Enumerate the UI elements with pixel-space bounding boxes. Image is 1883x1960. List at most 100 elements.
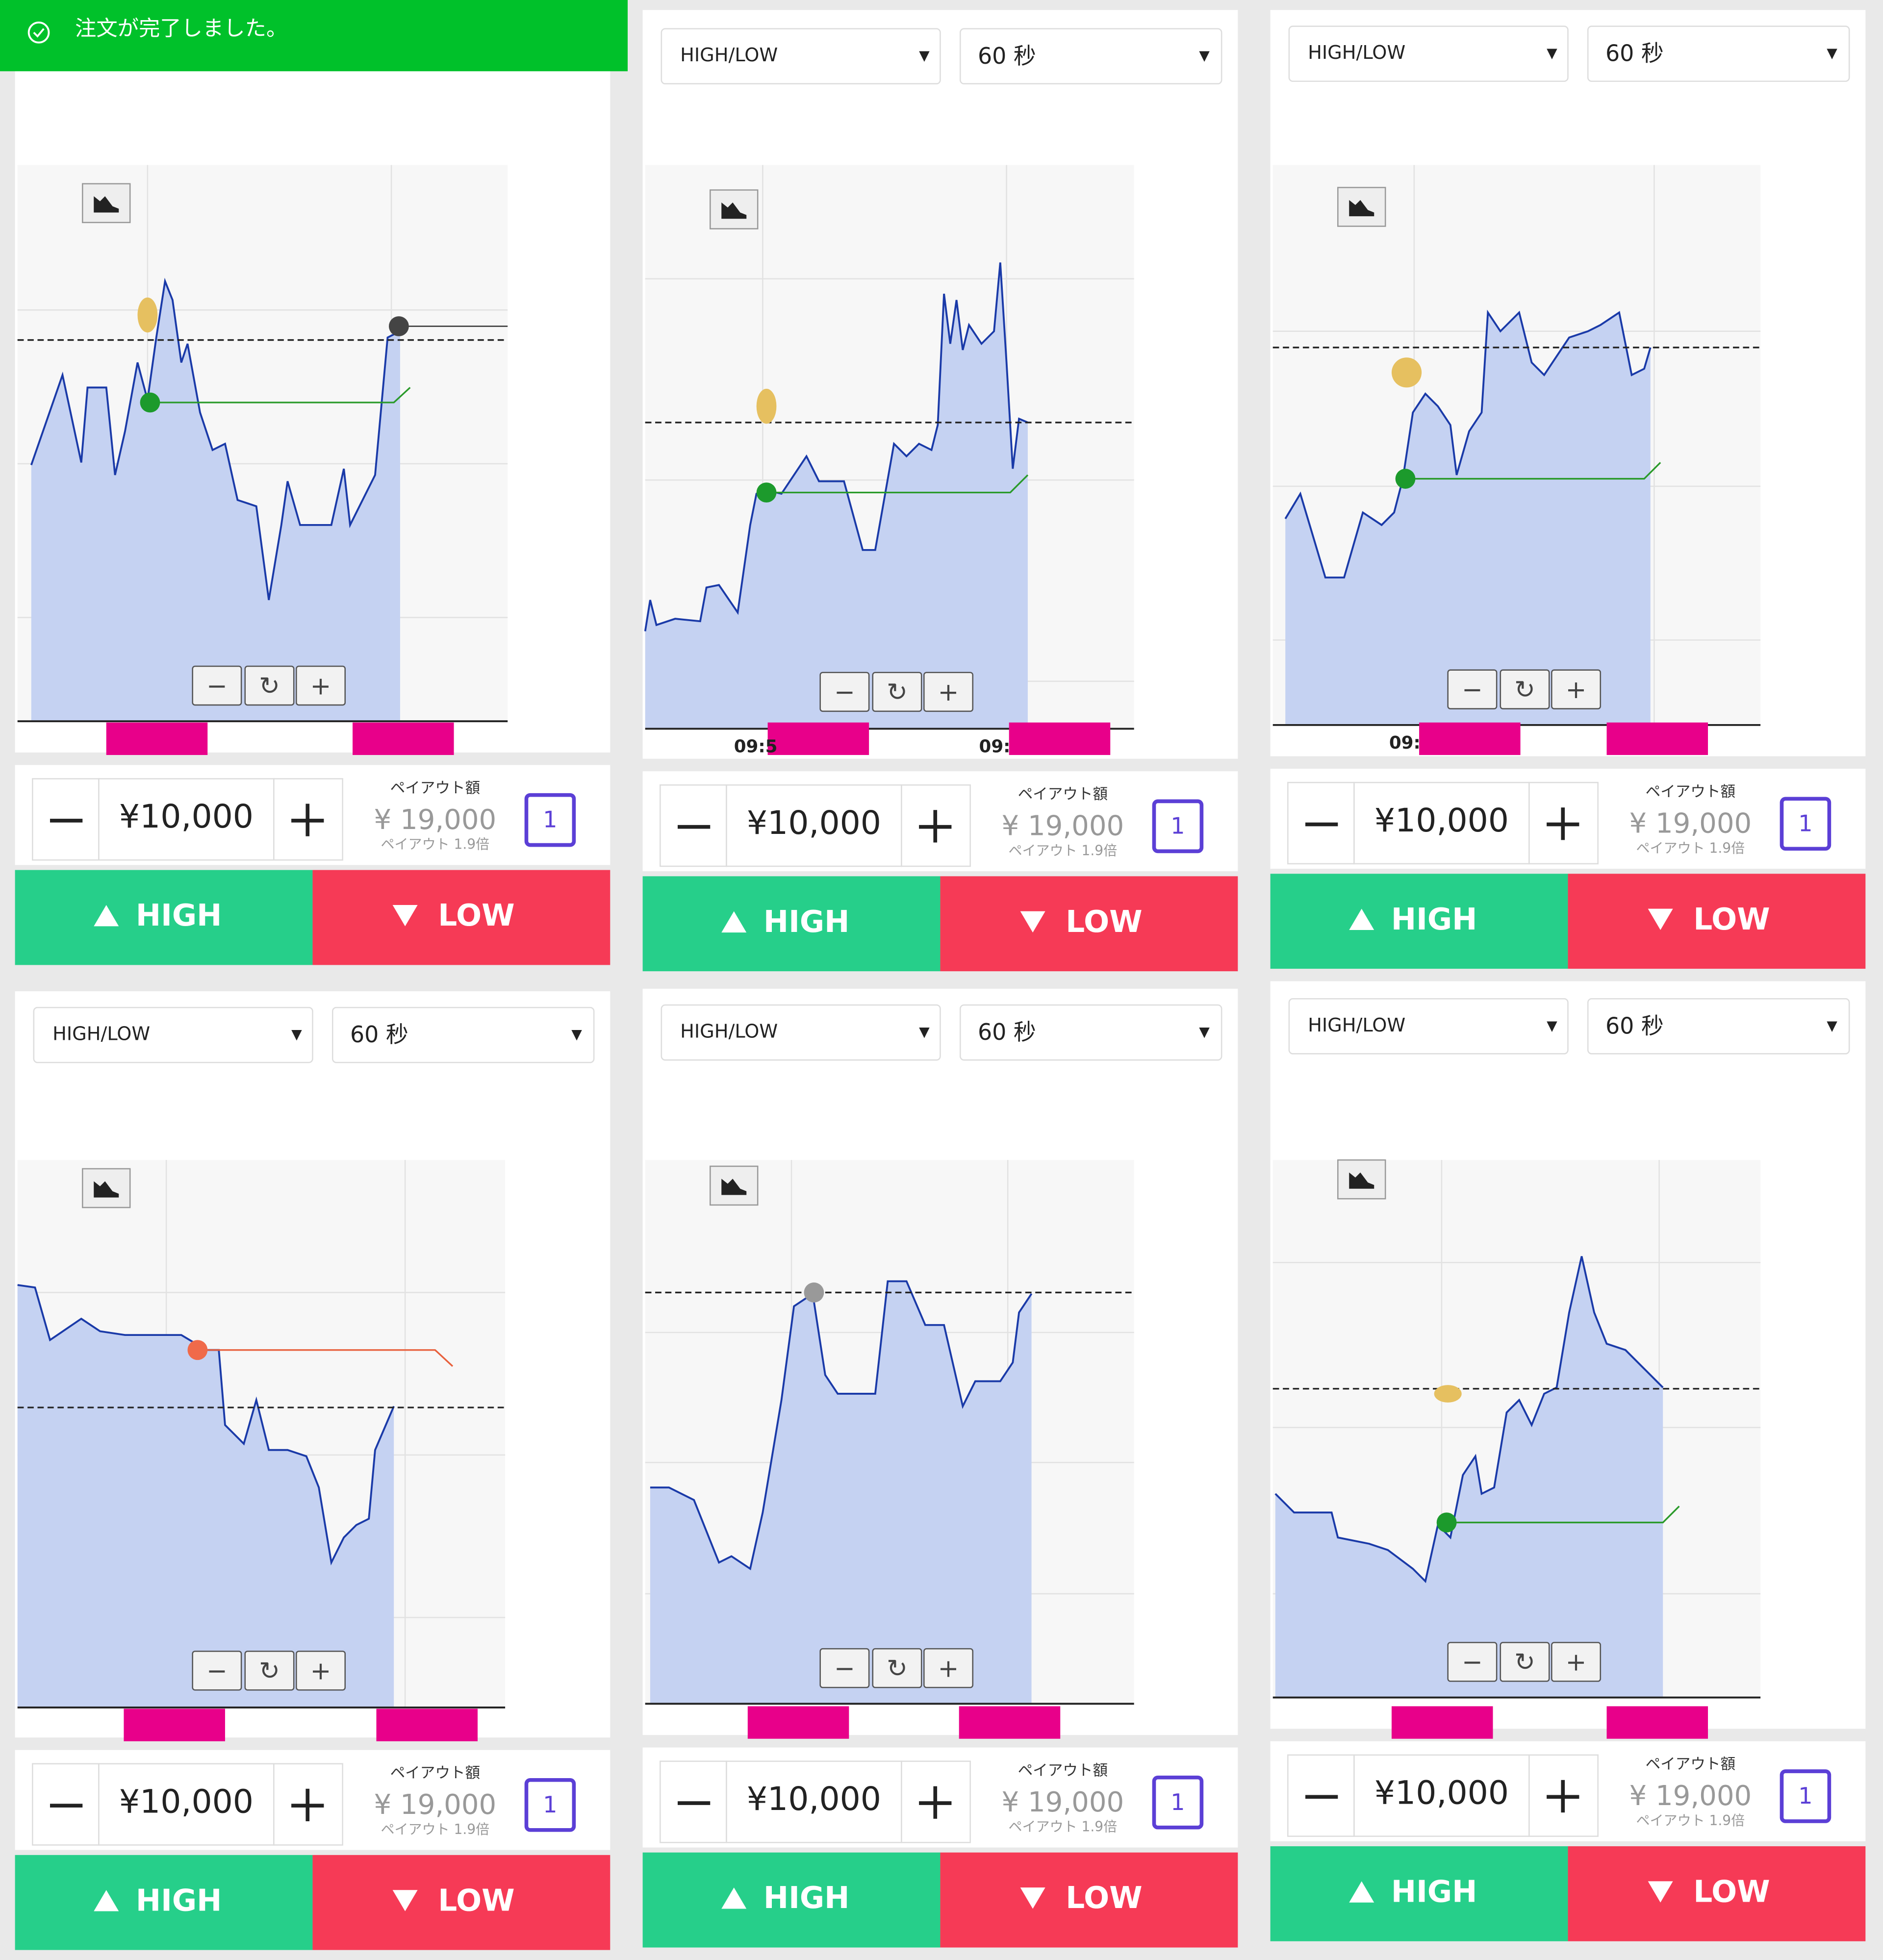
payout-label: ペイアウト額 (1018, 1762, 1108, 1779)
type-select[interactable] (33, 1006, 313, 1063)
duration-select[interactable] (1587, 998, 1850, 1055)
zoom-button[interactable] (244, 665, 295, 706)
entry-marker (1436, 1512, 1457, 1533)
zoom-button[interactable] (872, 1648, 922, 1688)
zoom-button[interactable] (1551, 1642, 1602, 1682)
coin (137, 297, 158, 333)
low-button[interactable] (312, 870, 611, 965)
duration-select[interactable] (1587, 25, 1850, 82)
dropdown-arrow: ▼ (1827, 45, 1837, 61)
payout-label: ペイアウト額 (1646, 783, 1735, 801)
zoom-button[interactable] (296, 1650, 346, 1691)
zoom-button[interactable] (296, 665, 346, 706)
zoom-button[interactable] (192, 1650, 242, 1691)
entry-line (1405, 462, 1661, 480)
amount-field[interactable] (726, 784, 902, 867)
payout-multiplier: ペイアウト 1.9倍 (381, 836, 489, 853)
one-click-badge[interactable] (1152, 799, 1204, 854)
zoom-button[interactable] (923, 672, 974, 712)
amount-field[interactable] (98, 778, 275, 861)
zoom-icon: + (938, 1654, 959, 1683)
zoom-button[interactable] (1500, 1642, 1550, 1682)
amount-value: ¥10,000 (1374, 801, 1509, 839)
type-select[interactable] (1288, 25, 1569, 82)
payout-label: ペイアウト額 (1018, 786, 1108, 803)
entry-marker (187, 1340, 208, 1360)
low-label: LOW (1066, 1881, 1142, 1915)
payout-multiplier: ペイアウト 1.9倍 (1636, 840, 1745, 856)
zoom-button[interactable] (923, 1648, 974, 1688)
dropdown-arrow: ▼ (1199, 1024, 1210, 1040)
high-button[interactable] (15, 1855, 313, 1950)
high-label: HIGH (136, 898, 222, 933)
high-button[interactable] (1270, 874, 1568, 969)
zoom-button[interactable] (872, 672, 922, 712)
amount-field[interactable] (726, 1760, 902, 1843)
high-button[interactable] (642, 876, 941, 972)
payout-value: ¥ 19,000 (374, 1789, 496, 1821)
amount-field[interactable] (98, 1763, 275, 1846)
entry-marker (804, 1282, 824, 1303)
zoom-icon: ↻ (259, 1657, 280, 1686)
type-select[interactable] (661, 28, 941, 85)
high-icon (721, 911, 747, 933)
payout-label: ペイアウト額 (390, 779, 480, 797)
zoom-button[interactable] (819, 672, 870, 712)
low-icon (392, 905, 418, 927)
one-click-badge[interactable] (1780, 797, 1832, 851)
low-button[interactable] (312, 1855, 611, 1950)
plus-icon (933, 810, 938, 843)
coin (1391, 357, 1422, 388)
zoom-button[interactable] (1500, 669, 1550, 709)
payout-label: ペイアウト額 (1646, 1756, 1735, 1773)
zoom-button[interactable] (1447, 1642, 1498, 1682)
one-click-badge[interactable] (1780, 1769, 1832, 1823)
zoom-icon: + (310, 1657, 331, 1686)
plus-icon (305, 804, 310, 836)
zoom-icon: ↻ (1514, 1648, 1535, 1677)
high-button[interactable] (1270, 1846, 1568, 1941)
high-label: HIGH (763, 905, 849, 939)
coin (1434, 1385, 1462, 1403)
zoom-button[interactable] (819, 1648, 870, 1688)
one-click-badge[interactable] (524, 1778, 576, 1832)
chart-type-icon (721, 202, 747, 219)
low-button[interactable] (1568, 874, 1866, 969)
amount-field[interactable] (1353, 1754, 1530, 1837)
zoom-button[interactable] (192, 665, 242, 706)
duration-select[interactable] (959, 28, 1222, 85)
entry-line (150, 387, 411, 403)
duration-select[interactable] (959, 1004, 1222, 1061)
type-select[interactable] (661, 1004, 941, 1061)
high-button[interactable] (15, 870, 313, 965)
low-button[interactable] (940, 1852, 1238, 1948)
type-select[interactable] (1288, 998, 1569, 1055)
entry-line (197, 1349, 454, 1367)
duration-select[interactable] (331, 1006, 595, 1063)
time-label: 09: (1389, 733, 1421, 753)
coin (756, 388, 777, 424)
high-button[interactable] (642, 1852, 941, 1948)
plus-icon (305, 1788, 310, 1821)
zoom-icon: ↻ (259, 672, 280, 701)
type-select-label: HIGH/LOW (680, 45, 778, 66)
amount-field[interactable] (1353, 781, 1530, 865)
low-button[interactable] (940, 876, 1238, 972)
one-click-badge[interactable] (524, 793, 576, 847)
duration-label: 60 秒 (1605, 1012, 1664, 1039)
one-click-badge[interactable] (1152, 1775, 1204, 1830)
one-click-label: 1 (1171, 1789, 1185, 1815)
plus-icon (1561, 807, 1565, 840)
zoom-button[interactable] (244, 1650, 295, 1691)
dropdown-arrow: ▼ (571, 1026, 582, 1042)
payout-value: ¥ 19,000 (374, 804, 496, 836)
zoom-button[interactable] (1551, 669, 1602, 709)
minus-icon (677, 825, 711, 829)
zoom-icon: + (938, 678, 959, 707)
low-button[interactable] (1568, 1846, 1866, 1941)
entry-marker (1395, 469, 1416, 489)
duration-label: 60 秒 (978, 43, 1036, 69)
dropdown-arrow: ▼ (1199, 48, 1210, 64)
price-line (1274, 1256, 1664, 1583)
zoom-button[interactable] (1447, 669, 1498, 709)
